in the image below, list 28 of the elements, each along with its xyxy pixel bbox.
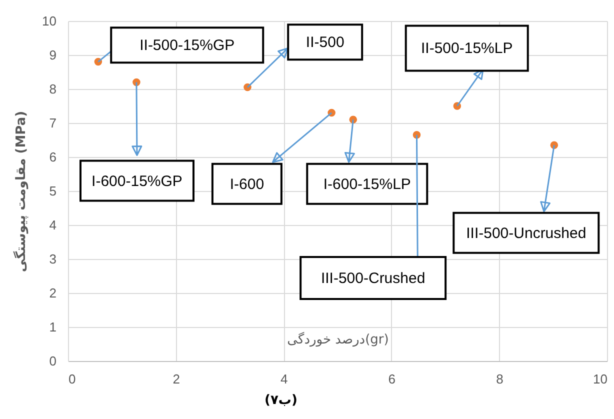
y-tick-label: 5 <box>49 184 56 198</box>
x-tick-label: 4 <box>280 372 288 386</box>
annotation: III-500-Crushed <box>320 270 426 288</box>
y-tick-label: 10 <box>42 14 56 28</box>
annotation: I-600-15%GP <box>92 172 182 190</box>
x-tick-label: 6 <box>388 372 396 386</box>
annotation: I-600 <box>230 176 264 193</box>
annotation: III-500-Uncrushed <box>466 224 586 242</box>
y-axis-title: مقاومت پیوستگی (MPa) <box>13 110 30 272</box>
y-tick-label: 6 <box>49 150 56 164</box>
y-tick-label: 3 <box>49 252 56 266</box>
annotation: II-500-15%GP <box>140 37 235 54</box>
y-tick-label: 0 <box>49 354 56 368</box>
annotation: II-500 <box>306 34 344 52</box>
y-tick-label: 2 <box>49 286 56 300</box>
x-tick-label: 0 <box>68 372 76 386</box>
x-tick-label: 8 <box>496 372 504 386</box>
annotation: II-500-15%LP <box>420 40 513 58</box>
y-tick-label: 1 <box>49 320 56 334</box>
annotation: I-600-15%LP <box>323 176 411 193</box>
x-tick-label: 2 <box>172 372 180 386</box>
x-tick-label: 10 <box>593 372 608 386</box>
y-tick-label: 7 <box>49 116 56 130</box>
text: (ب۷) <box>264 393 298 408</box>
y-tick-label: 8 <box>49 82 56 96</box>
y-tick-label: 9 <box>49 48 56 62</box>
x-axis-title: درصد خوردگی(gr) <box>287 332 389 348</box>
y-tick-label: 4 <box>49 218 56 232</box>
